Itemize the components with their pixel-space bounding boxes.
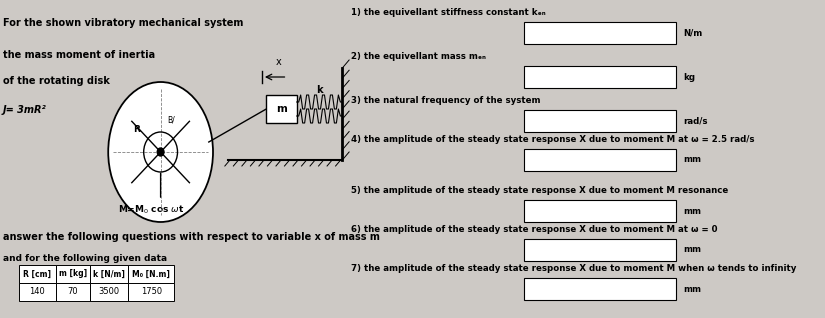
Bar bbox=[19, 283, 56, 301]
Bar bbox=[19, 265, 56, 283]
Bar bbox=[56, 283, 90, 301]
Bar bbox=[90, 265, 129, 283]
Text: 140: 140 bbox=[30, 287, 45, 296]
Bar bbox=[524, 200, 676, 222]
Text: rad/s: rad/s bbox=[683, 116, 708, 126]
Text: 6) the amplitude of the steady state response X due to moment M at ω = 0: 6) the amplitude of the steady state res… bbox=[351, 225, 717, 234]
Text: 1750: 1750 bbox=[141, 287, 162, 296]
Text: kg: kg bbox=[683, 73, 695, 81]
Bar bbox=[266, 95, 297, 123]
Text: k [N/m]: k [N/m] bbox=[93, 269, 125, 279]
Text: mm: mm bbox=[683, 206, 701, 216]
Text: N/m: N/m bbox=[683, 29, 702, 38]
Text: R [cm]: R [cm] bbox=[23, 269, 51, 279]
Text: mm: mm bbox=[683, 156, 701, 164]
Circle shape bbox=[158, 148, 164, 156]
Text: 7) the amplitude of the steady state response X due to moment M when ω tends to : 7) the amplitude of the steady state res… bbox=[351, 264, 796, 273]
Text: 3) the natural frequency of the system: 3) the natural frequency of the system bbox=[351, 96, 540, 105]
Text: answer the following questions with respect to variable x of mass m: answer the following questions with resp… bbox=[2, 232, 380, 242]
Ellipse shape bbox=[108, 82, 213, 222]
Bar bbox=[129, 283, 174, 301]
Text: x: x bbox=[276, 57, 281, 67]
Text: m: m bbox=[276, 104, 287, 114]
Text: 2) the equivellant mass mₑₙ: 2) the equivellant mass mₑₙ bbox=[351, 52, 486, 61]
Text: 3500: 3500 bbox=[98, 287, 120, 296]
Bar bbox=[524, 66, 676, 88]
Text: R: R bbox=[134, 126, 140, 135]
Text: For the shown vibratory mechanical system: For the shown vibratory mechanical syste… bbox=[2, 18, 243, 28]
Text: m [kg]: m [kg] bbox=[59, 269, 87, 279]
Text: of the rotating disk: of the rotating disk bbox=[2, 76, 110, 86]
Text: M=M$_0$ cos $\omega$t: M=M$_0$ cos $\omega$t bbox=[118, 204, 185, 217]
Text: and for the following given data: and for the following given data bbox=[2, 254, 167, 263]
Bar bbox=[524, 110, 676, 132]
Text: k: k bbox=[316, 85, 323, 95]
Text: 70: 70 bbox=[68, 287, 78, 296]
Text: J= 3mR²: J= 3mR² bbox=[2, 105, 46, 115]
Text: 5) the amplitude of the steady state response X due to moment M resonance: 5) the amplitude of the steady state res… bbox=[351, 186, 728, 195]
Text: 1) the equivellant stiffness constant kₑₙ: 1) the equivellant stiffness constant kₑ… bbox=[351, 8, 545, 17]
Text: B/: B/ bbox=[167, 115, 175, 125]
Text: 4) the amplitude of the steady state response X due to moment M at ω = 2.5 rad/s: 4) the amplitude of the steady state res… bbox=[351, 135, 754, 144]
Text: mm: mm bbox=[683, 245, 701, 254]
Text: the mass moment of inertia: the mass moment of inertia bbox=[2, 50, 154, 60]
Bar bbox=[524, 22, 676, 44]
Bar bbox=[129, 265, 174, 283]
Text: mm: mm bbox=[683, 285, 701, 294]
Bar bbox=[524, 278, 676, 300]
Bar bbox=[56, 265, 90, 283]
Bar bbox=[524, 239, 676, 261]
Bar bbox=[524, 149, 676, 171]
Text: M₀ [N.m]: M₀ [N.m] bbox=[132, 269, 170, 279]
Bar bbox=[90, 283, 129, 301]
Ellipse shape bbox=[144, 132, 177, 172]
